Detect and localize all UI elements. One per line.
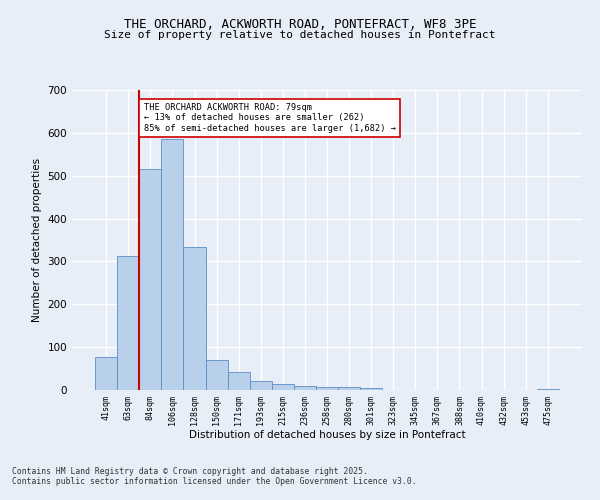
Bar — [95, 356, 117, 390]
Text: THE ORCHARD ACKWORTH ROAD: 79sqm
← 13% of detached houses are smaller (262)
85% : THE ORCHARD ACKWORTH ROAD: 79sqm ← 13% o… — [144, 103, 396, 132]
Bar — [117, 256, 139, 390]
Bar — [360, 388, 382, 390]
Bar — [316, 386, 338, 390]
Bar — [272, 384, 294, 390]
Bar — [227, 372, 250, 390]
Bar — [206, 360, 227, 390]
Text: Contains public sector information licensed under the Open Government Licence v3: Contains public sector information licen… — [12, 477, 416, 486]
Bar — [537, 389, 559, 390]
Text: THE ORCHARD, ACKWORTH ROAD, PONTEFRACT, WF8 3PE: THE ORCHARD, ACKWORTH ROAD, PONTEFRACT, … — [124, 18, 476, 30]
Text: Contains HM Land Registry data © Crown copyright and database right 2025.: Contains HM Land Registry data © Crown c… — [12, 467, 368, 476]
Bar — [139, 170, 161, 390]
X-axis label: Distribution of detached houses by size in Pontefract: Distribution of detached houses by size … — [188, 430, 466, 440]
Bar — [184, 248, 206, 390]
Bar — [250, 382, 272, 390]
Bar — [161, 140, 184, 390]
Y-axis label: Number of detached properties: Number of detached properties — [32, 158, 42, 322]
Text: Size of property relative to detached houses in Pontefract: Size of property relative to detached ho… — [104, 30, 496, 40]
Bar — [294, 386, 316, 390]
Bar — [338, 386, 360, 390]
